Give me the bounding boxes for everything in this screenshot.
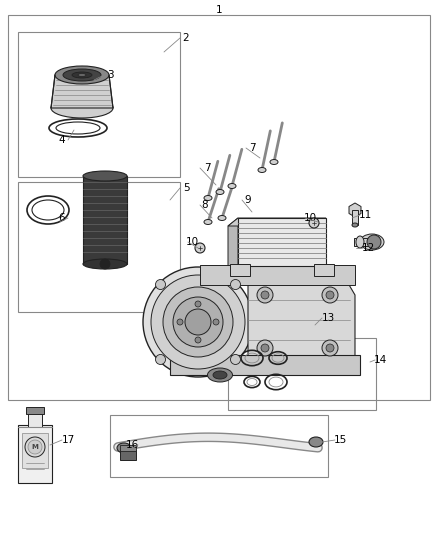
Circle shape xyxy=(230,354,240,365)
Circle shape xyxy=(185,309,211,335)
Bar xyxy=(18,182,180,312)
Circle shape xyxy=(261,344,269,352)
Ellipse shape xyxy=(63,69,101,81)
Circle shape xyxy=(367,235,381,249)
Bar xyxy=(170,355,360,375)
Ellipse shape xyxy=(83,259,127,269)
Bar xyxy=(8,15,430,400)
Text: 5: 5 xyxy=(183,183,189,193)
Text: 7: 7 xyxy=(249,143,255,153)
Text: M: M xyxy=(32,444,39,450)
Circle shape xyxy=(28,440,42,454)
Polygon shape xyxy=(200,265,355,285)
Text: 16: 16 xyxy=(125,440,138,450)
Text: 1: 1 xyxy=(215,5,223,15)
Bar xyxy=(83,176,127,264)
Ellipse shape xyxy=(117,443,131,453)
Ellipse shape xyxy=(72,72,92,78)
Bar xyxy=(26,407,44,414)
Text: 9: 9 xyxy=(245,195,251,205)
Text: 14: 14 xyxy=(373,355,387,365)
Circle shape xyxy=(261,291,269,299)
Bar xyxy=(18,32,180,177)
Text: 10: 10 xyxy=(185,237,198,247)
Bar xyxy=(110,415,328,477)
Bar xyxy=(120,450,136,460)
Text: 17: 17 xyxy=(61,435,74,445)
Ellipse shape xyxy=(208,368,233,382)
Text: 12: 12 xyxy=(361,243,374,253)
Circle shape xyxy=(25,437,45,457)
Polygon shape xyxy=(349,203,361,217)
Polygon shape xyxy=(51,75,113,108)
Text: 3: 3 xyxy=(107,70,113,80)
Circle shape xyxy=(100,259,110,269)
Bar xyxy=(314,264,334,276)
Ellipse shape xyxy=(213,371,227,379)
Bar xyxy=(18,425,52,483)
Circle shape xyxy=(163,287,233,357)
Ellipse shape xyxy=(258,167,266,173)
Ellipse shape xyxy=(228,183,236,189)
Ellipse shape xyxy=(360,234,384,250)
Circle shape xyxy=(230,279,240,289)
Circle shape xyxy=(257,340,273,356)
Bar xyxy=(120,445,136,451)
Bar xyxy=(228,338,376,410)
Bar xyxy=(230,264,250,276)
Circle shape xyxy=(151,275,245,369)
Ellipse shape xyxy=(51,98,113,118)
Text: 13: 13 xyxy=(321,313,335,323)
Text: 15: 15 xyxy=(333,435,346,445)
Circle shape xyxy=(326,344,334,352)
Ellipse shape xyxy=(204,220,212,224)
Circle shape xyxy=(195,337,201,343)
Circle shape xyxy=(309,218,319,228)
Bar xyxy=(28,413,42,427)
Text: 2: 2 xyxy=(183,33,189,43)
Text: 6: 6 xyxy=(59,213,65,223)
Circle shape xyxy=(155,354,166,365)
Polygon shape xyxy=(228,218,238,274)
Ellipse shape xyxy=(218,215,226,221)
Circle shape xyxy=(322,287,338,303)
Circle shape xyxy=(326,291,334,299)
Ellipse shape xyxy=(55,66,109,84)
Circle shape xyxy=(155,279,166,289)
Circle shape xyxy=(177,319,183,325)
Circle shape xyxy=(173,297,223,347)
Ellipse shape xyxy=(78,74,86,77)
Circle shape xyxy=(143,267,253,377)
Polygon shape xyxy=(248,278,355,362)
Circle shape xyxy=(322,340,338,356)
Ellipse shape xyxy=(356,236,364,248)
Ellipse shape xyxy=(83,171,127,181)
Circle shape xyxy=(213,319,219,325)
Circle shape xyxy=(195,243,205,253)
Circle shape xyxy=(257,287,273,303)
Bar xyxy=(238,218,326,266)
Text: 11: 11 xyxy=(358,210,371,220)
Ellipse shape xyxy=(204,196,212,200)
Bar xyxy=(22,433,48,468)
Text: 8: 8 xyxy=(201,200,208,210)
Text: 10: 10 xyxy=(304,213,317,223)
Ellipse shape xyxy=(270,159,278,165)
Text: 4: 4 xyxy=(59,135,65,145)
Text: 7: 7 xyxy=(204,163,210,173)
Circle shape xyxy=(195,301,201,307)
Polygon shape xyxy=(228,218,326,226)
Ellipse shape xyxy=(352,223,358,227)
Bar xyxy=(354,238,372,246)
Ellipse shape xyxy=(309,437,323,447)
Ellipse shape xyxy=(216,190,224,195)
Bar xyxy=(352,210,358,225)
